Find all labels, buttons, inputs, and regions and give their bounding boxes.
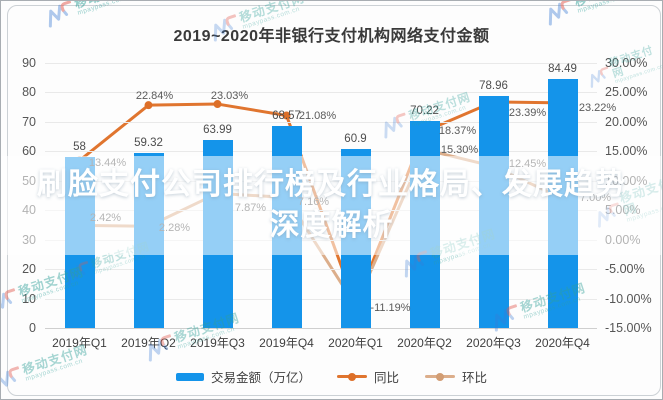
y-axis-right-tick-label: -10.00% bbox=[605, 291, 652, 306]
legend-label: 环比 bbox=[462, 371, 488, 385]
line-swatch-icon bbox=[425, 372, 455, 381]
point-label-qoq: -11.19% bbox=[370, 301, 411, 314]
legend-item-qoq: 环比 bbox=[425, 367, 487, 386]
legend-label: 交易金额（万亿） bbox=[210, 371, 311, 385]
headline-line-1: 刷脸支付公司排行榜及行业格局、发展趋势 bbox=[37, 168, 626, 201]
chart-title: 2019~2020年非银行支付机构网络支付金额 bbox=[173, 28, 490, 45]
y-axis-right-tick-label: 15.00% bbox=[605, 144, 648, 159]
legend-item-yoy: 同比 bbox=[336, 367, 399, 386]
bar-value-label: 59.32 bbox=[134, 137, 163, 150]
x-axis-label: 2019年Q1 bbox=[52, 336, 107, 350]
y-axis-right-tick-label: 25.00% bbox=[605, 85, 648, 100]
legend: 交易金额（万亿） 同比 环比 bbox=[1, 367, 662, 386]
headline-line-2: 深度解析 bbox=[269, 208, 394, 242]
point-label-yoy: 18.37% bbox=[438, 125, 477, 138]
x-axis-label: 2019年Q2 bbox=[121, 336, 176, 350]
legend-label: 同比 bbox=[373, 371, 399, 385]
gridline bbox=[45, 151, 597, 153]
gridline bbox=[45, 121, 597, 123]
point-label-yoy: 23.22% bbox=[578, 101, 617, 114]
marker-dot-icon bbox=[436, 372, 444, 381]
legend-item-amount: 交易金额（万亿） bbox=[175, 367, 311, 386]
gridline bbox=[45, 63, 597, 64]
y-axis-left-tick-label: 80 bbox=[22, 85, 36, 100]
bar-swatch-icon bbox=[175, 372, 204, 381]
point-label-yoy: 23.39% bbox=[508, 106, 547, 119]
x-axis-label: 2020年Q3 bbox=[466, 336, 521, 350]
y-axis-right-tick-label: -5.00% bbox=[605, 262, 645, 277]
bar-value-label: 78.96 bbox=[479, 79, 508, 92]
bar-value-label: 70.22 bbox=[410, 105, 439, 118]
y-axis-left-tick-label: 70 bbox=[22, 114, 36, 129]
bar-value-label: 63.99 bbox=[203, 123, 232, 136]
y-axis-right-tick-label: 20.00% bbox=[605, 114, 648, 129]
point-label-yoy: 21.08% bbox=[298, 109, 337, 122]
marker-dot-icon bbox=[347, 372, 356, 381]
point-label-yoy: 22.84% bbox=[135, 90, 174, 103]
y-axis-left-tick-label: 20 bbox=[22, 262, 36, 277]
gridline bbox=[45, 298, 597, 300]
point-label-yoy: 23.03% bbox=[210, 90, 249, 103]
x-axis-label: 2019年Q4 bbox=[259, 336, 314, 350]
y-axis-left-tick-label: 60 bbox=[22, 144, 36, 159]
point-label-qoq: 15.30% bbox=[440, 143, 479, 156]
y-axis-left-tick-label: 10 bbox=[22, 291, 36, 306]
bar-value-label: 58 bbox=[73, 141, 86, 154]
gridline bbox=[45, 92, 597, 94]
x-axis-label: 2020年Q2 bbox=[397, 336, 452, 350]
line-swatch-icon bbox=[336, 372, 367, 381]
bar-value-label: 60.9 bbox=[344, 132, 367, 145]
y-axis-right-tick-label: -15.00% bbox=[605, 321, 652, 335]
headline-overlay: 刷脸支付公司排行榜及行业格局、发展趋势 深度解析 bbox=[1, 156, 662, 255]
gridline bbox=[45, 269, 597, 271]
y-axis-left-tick-label: 90 bbox=[22, 56, 36, 70]
bar-value-label: 84.49 bbox=[548, 63, 577, 76]
gridline bbox=[45, 328, 597, 329]
x-axis-label: 2020年Q1 bbox=[328, 336, 383, 350]
x-axis-label: 2020年Q4 bbox=[535, 336, 590, 350]
x-axis-label: 2019年Q3 bbox=[190, 336, 245, 350]
y-axis-right-tick-label: 30.00% bbox=[605, 56, 648, 70]
y-axis-left-tick-label: 0 bbox=[29, 321, 36, 335]
